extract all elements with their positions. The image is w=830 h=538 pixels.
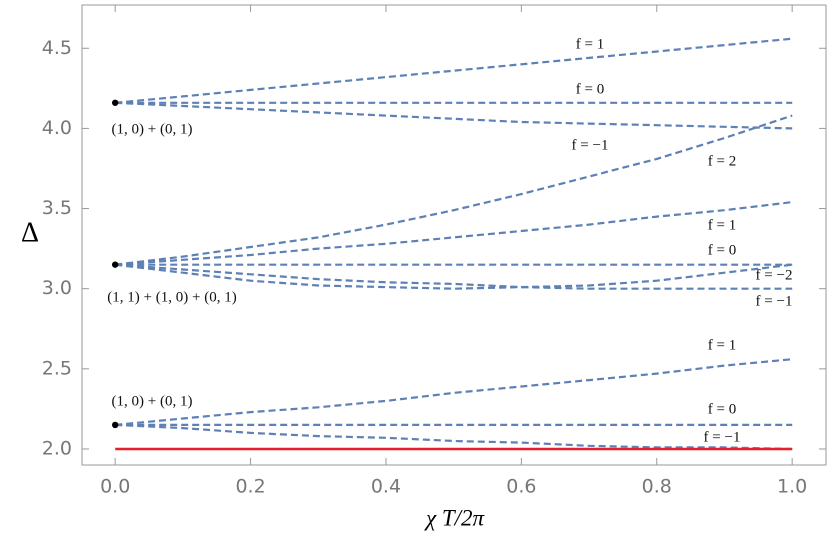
series-line (115, 423, 793, 451)
x-tick-label: 0.0 (100, 476, 130, 498)
y-tick-label: 4.5 (42, 37, 72, 59)
x-tick-label: 0.2 (235, 476, 265, 498)
series-line (115, 263, 793, 290)
y-tick-label: 4.0 (42, 117, 72, 139)
curve-label: f = 0 (708, 242, 736, 258)
curve-label: f = −1 (756, 293, 793, 309)
series-line (115, 201, 793, 266)
curve-label: f = −1 (704, 429, 741, 445)
plot-frame (81, 4, 827, 466)
x-tick-label: 0.6 (506, 476, 536, 498)
start-point (111, 99, 119, 106)
series-line (115, 101, 793, 130)
x-tick-label: 0.8 (642, 476, 672, 498)
x-axis-title: χ T/2π (424, 505, 486, 530)
y-tick-label: 2.0 (42, 437, 72, 459)
y-tick-label: 3.5 (42, 197, 72, 219)
y-tick-label: 2.5 (42, 357, 72, 379)
series-line (115, 263, 793, 290)
start-point (111, 261, 119, 268)
y-axis-title: Δ (21, 217, 39, 248)
curve-label: f = 0 (708, 401, 736, 417)
curve-label: f = 0 (576, 81, 604, 97)
start-point (111, 421, 119, 429)
x-tick-label: 0.4 (371, 476, 401, 498)
series-line (115, 358, 793, 426)
curve-label: f = −1 (572, 137, 609, 153)
group-label: (1, 0) + (0, 1) (112, 121, 193, 137)
group-label: (1, 1) + (1, 0) + (0, 1) (107, 289, 236, 305)
group-label: (1, 0) + (0, 1) (112, 393, 193, 409)
curve-label: f = 1 (708, 217, 736, 233)
series-line (115, 37, 793, 104)
y-tick-label: 3.0 (42, 277, 72, 299)
curve-label: f = 1 (576, 36, 604, 52)
series-line (115, 114, 793, 266)
curve-label: f = −2 (756, 267, 793, 283)
curve-label: f = 1 (708, 337, 736, 353)
curve-label: f = 2 (708, 153, 736, 169)
x-tick-label: 1.0 (777, 476, 807, 498)
